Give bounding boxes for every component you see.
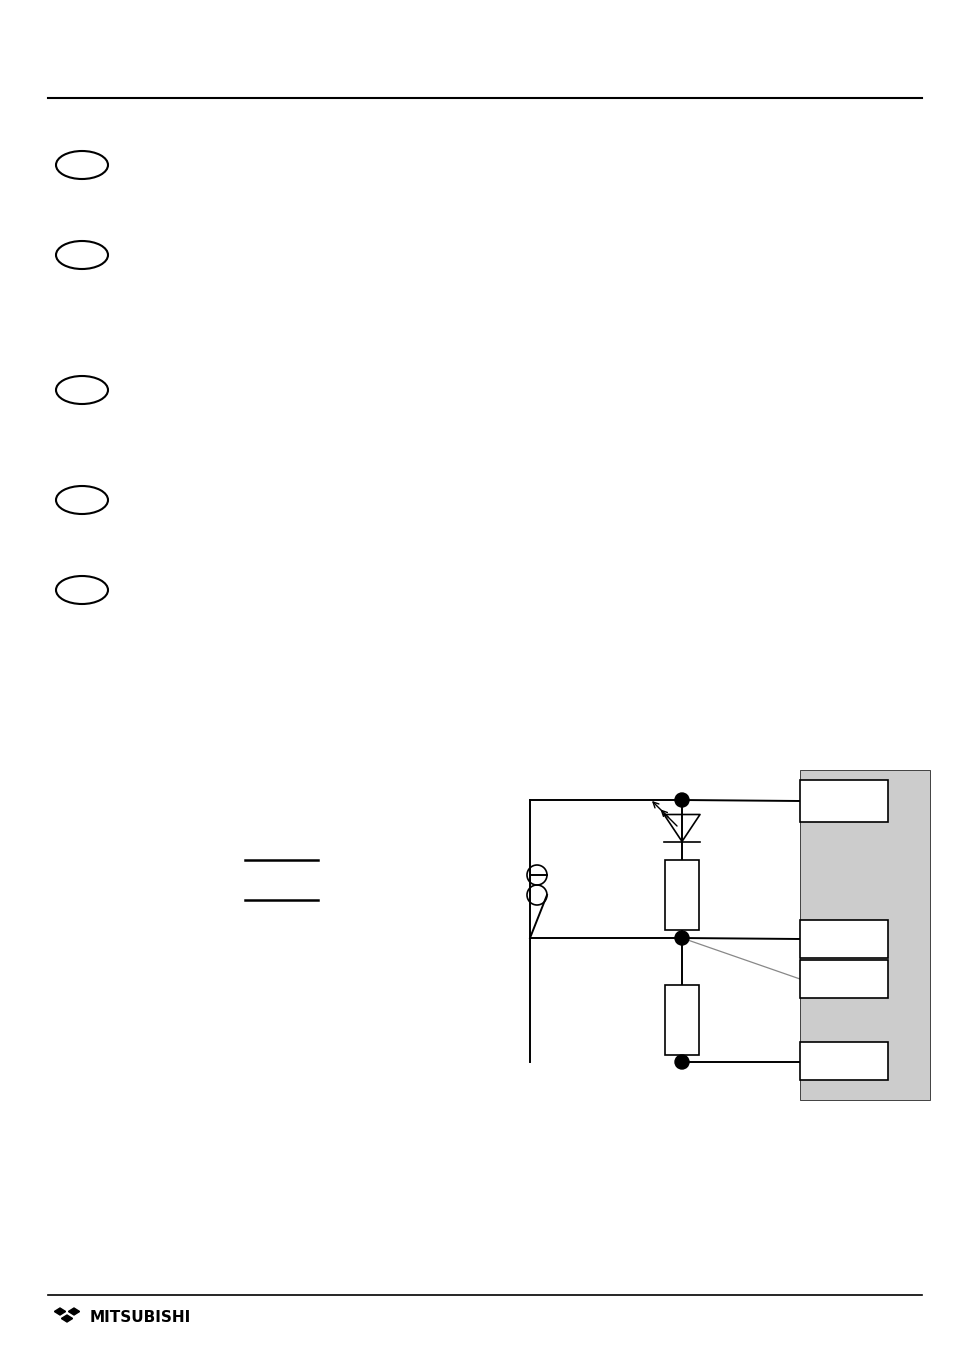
Circle shape xyxy=(675,1055,688,1069)
Bar xyxy=(800,920,887,958)
Polygon shape xyxy=(54,1308,66,1315)
Bar xyxy=(800,780,887,821)
Text: MITSUBISHI: MITSUBISHI xyxy=(90,1310,191,1325)
Bar xyxy=(664,985,699,1055)
Polygon shape xyxy=(61,1315,72,1323)
Bar xyxy=(664,861,699,929)
Bar xyxy=(800,961,887,998)
Circle shape xyxy=(675,931,688,944)
Polygon shape xyxy=(69,1308,79,1315)
Bar xyxy=(800,770,929,1100)
Bar xyxy=(800,1042,887,1079)
Circle shape xyxy=(675,793,688,807)
